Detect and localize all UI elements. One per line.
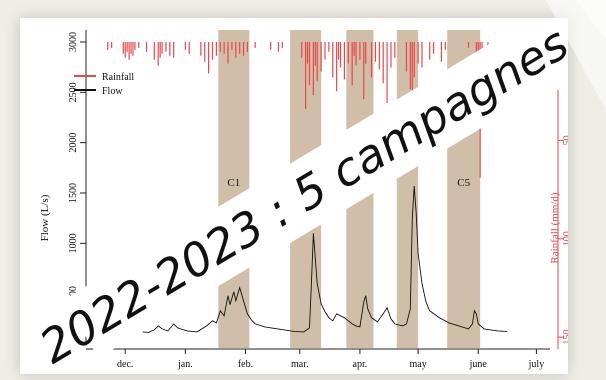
x-tick-label: apr. [353, 359, 368, 370]
flow-tick-label: 1500 [68, 183, 79, 203]
legend-label-rainfall: Rainfall [102, 72, 134, 83]
flow-tick-label: 3000 [68, 32, 79, 52]
flow-tick-label: 2000 [68, 133, 79, 153]
flow-line [142, 185, 508, 333]
x-tick-label: jan. [177, 359, 193, 370]
campaign-band-c4 [396, 30, 419, 348]
x-tick-label: may [409, 359, 426, 370]
x-tick-label: mar. [291, 359, 309, 370]
x-tick-label: dec. [117, 359, 133, 370]
campaign-label-c1: C1 [227, 177, 240, 189]
rainfall-tick-label: 150 [562, 330, 568, 345]
corner-decoration [546, 0, 606, 110]
campaign-band-c1 [218, 30, 250, 348]
rainfall-tick-label: 50 [562, 135, 568, 145]
legend-label-flow: Flow [102, 86, 123, 97]
flow-axis-title: Flow (L/s) [39, 194, 51, 241]
campaign-label-c5: C5 [457, 177, 470, 189]
x-tick-label: july [528, 359, 545, 370]
x-tick-label: june [469, 359, 488, 370]
rainfall-axis-title: Rainfall (mm/d) [549, 192, 561, 264]
rainfall-tick-label: 100 [562, 231, 568, 246]
x-tick-label: feb. [238, 359, 253, 370]
flow-tick-label: 2500 [68, 82, 79, 102]
flow-tick-label: 1000 [68, 233, 79, 253]
